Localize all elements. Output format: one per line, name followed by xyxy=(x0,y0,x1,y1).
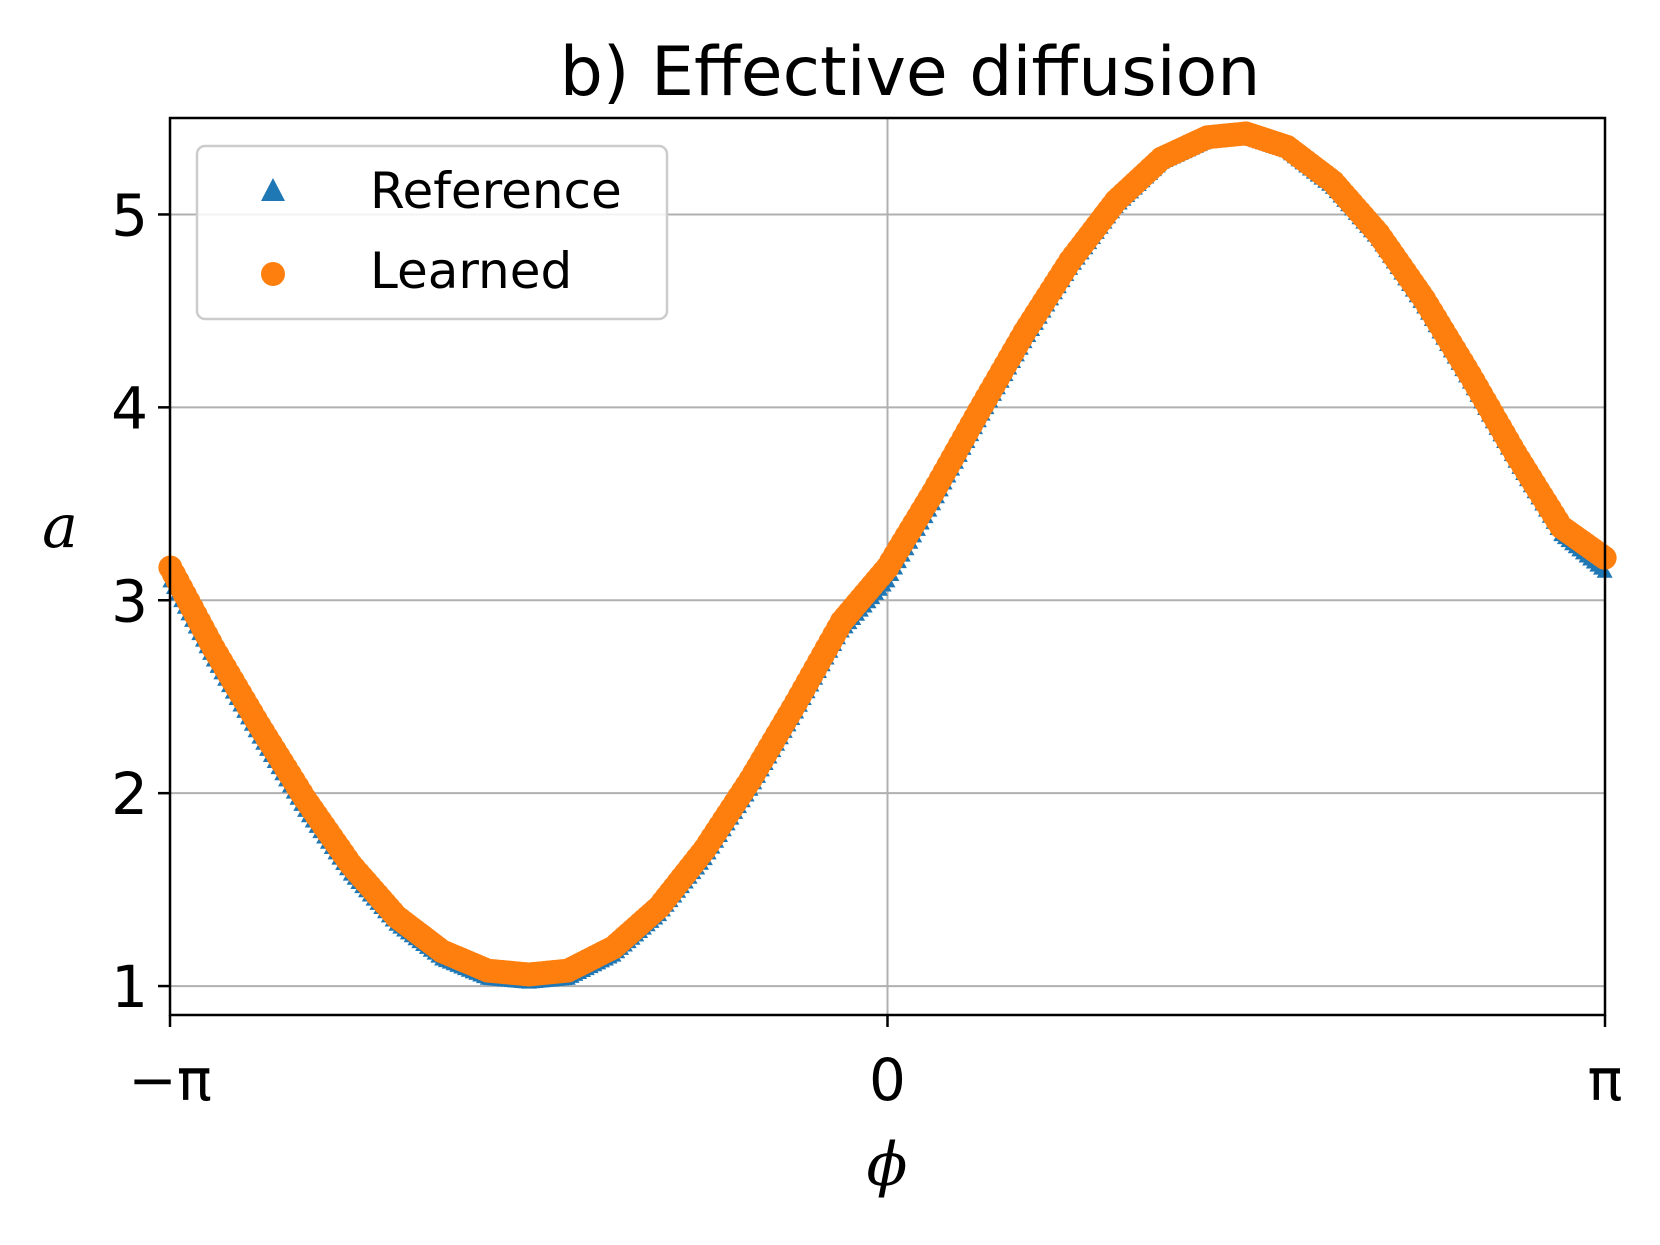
y-ticks: 1 2 3 4 5 xyxy=(111,181,170,1021)
y-tick-label: 1 xyxy=(111,953,148,1021)
legend-learned-marker xyxy=(261,262,285,286)
x-ticks: −π 0 π xyxy=(128,1015,1622,1114)
legend-reference-marker xyxy=(261,178,285,201)
y-axis-label: a xyxy=(42,492,78,562)
legend-learned-label: Learned xyxy=(370,242,572,300)
y-tick-label: 5 xyxy=(111,181,148,249)
chart-title: b) Effective diffusion xyxy=(560,33,1261,112)
y-tick-label: 2 xyxy=(111,760,148,828)
learned-series xyxy=(158,121,1617,987)
legend-reference-label: Reference xyxy=(370,162,622,220)
x-tick-label: 0 xyxy=(869,1046,906,1114)
legend-box xyxy=(195,144,669,321)
x-tick-label: −π xyxy=(128,1046,212,1114)
legend: Reference Learned xyxy=(195,144,669,321)
x-tick-label: π xyxy=(1588,1046,1623,1114)
y-tick-label: 3 xyxy=(111,567,148,635)
y-tick-label: 4 xyxy=(111,374,148,442)
x-axis-label: ϕ xyxy=(867,1130,908,1200)
